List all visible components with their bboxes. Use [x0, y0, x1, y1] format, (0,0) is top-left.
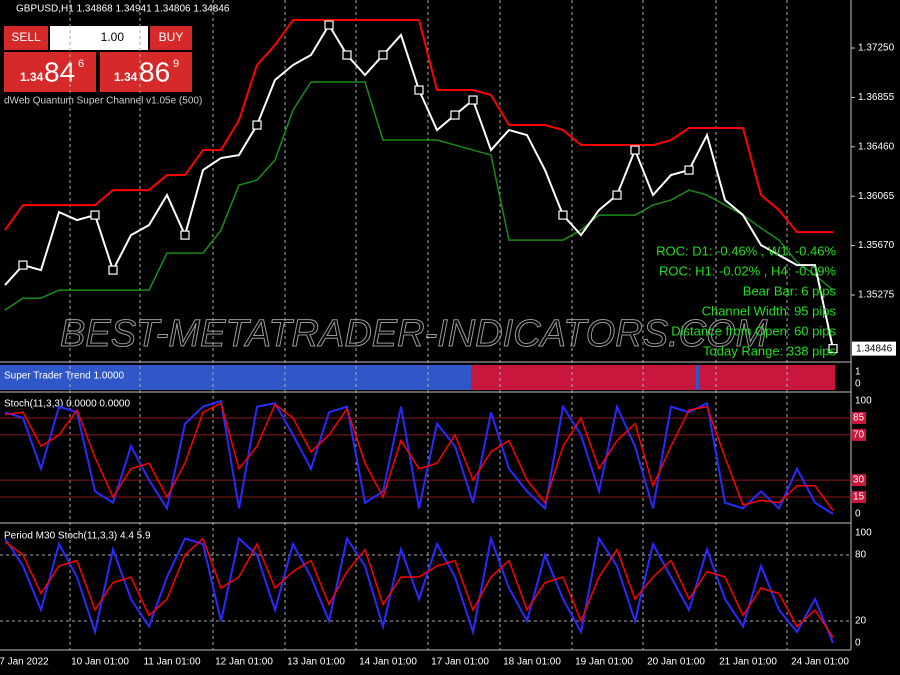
y-tick-label: 0 — [855, 509, 861, 520]
swing-marker — [414, 85, 424, 95]
y-tick-label: 80 — [855, 550, 867, 561]
trend-up — [0, 365, 471, 390]
level-label: 70 — [853, 430, 865, 441]
y-tick-label: 1.36855 — [858, 92, 895, 103]
swing-marker — [684, 165, 694, 175]
y-tick-label: 100 — [855, 528, 872, 539]
info-line: Channel Width: 95 pips — [702, 303, 837, 318]
level-label: 15 — [853, 492, 865, 503]
line — [4, 81, 834, 311]
x-tick-label: 18 Jan 01:00 — [503, 657, 561, 668]
symbol-line: GBPUSD,H1 1.34868 1.34941 1.34806 1.3484… — [16, 4, 230, 15]
price-label: 1.34846 — [856, 343, 893, 354]
level-box — [852, 474, 866, 487]
frames — [0, 0, 852, 651]
buy-label[interactable]: BUY — [159, 30, 184, 44]
ask-big: 1.34 — [114, 70, 138, 84]
swing-marker — [558, 210, 568, 220]
lot-value[interactable]: 1.00 — [101, 30, 125, 44]
swing-marker — [252, 120, 262, 130]
info-line: Bear Bar: 6 pips — [743, 283, 837, 298]
swing-marker — [378, 50, 388, 60]
y-tick-label: 100 — [855, 396, 872, 407]
sell-label[interactable]: SELL — [11, 30, 41, 44]
trend-down — [471, 365, 835, 390]
bid-small: 6 — [78, 58, 84, 70]
x-tick-label: 24 Jan 01:00 — [791, 657, 849, 668]
swing-marker — [108, 265, 118, 275]
level-label: 30 — [853, 475, 865, 486]
swing-marker — [180, 230, 190, 240]
ask-box[interactable] — [100, 52, 192, 92]
trend-up — [696, 365, 699, 390]
swing-marker — [342, 50, 352, 60]
y-tick-label: 20 — [855, 616, 867, 627]
level-label: 85 — [853, 413, 865, 424]
line — [4, 537, 834, 638]
trend-tick: 0 — [855, 379, 861, 390]
lot-input[interactable] — [50, 26, 148, 50]
level-box — [852, 491, 866, 504]
x-tick-label: 11 Jan 01:00 — [143, 657, 201, 668]
info-line: Today Range: 338 pips — [703, 343, 836, 358]
swing-marker — [612, 190, 622, 200]
x-tick-label: 12 Jan 01:00 — [215, 657, 273, 668]
x-tick-label: 7 Jan 2022 — [0, 657, 49, 668]
x-tick-label: 20 Jan 01:00 — [647, 657, 705, 668]
y-tick-label: 1.35275 — [858, 290, 895, 301]
y-tick-label: 1.35670 — [858, 240, 895, 251]
info-line: Distance from Open: 60 pips — [671, 323, 836, 338]
ask-main: 86 — [139, 56, 170, 87]
swing-marker — [90, 210, 100, 220]
info-line: ROC: D1: -0.46% , W1: -0.46% — [656, 243, 836, 258]
level-box — [852, 428, 866, 441]
level-box — [852, 411, 866, 424]
price-box — [852, 341, 896, 356]
x-tick-label: 19 Jan 01:00 — [575, 657, 633, 668]
line — [4, 19, 833, 234]
ask-small: 9 — [173, 58, 179, 70]
stoch-m30-label: Period M30 Stoch(11,3,3) 4.4 5.9 — [4, 531, 151, 542]
swing-marker — [828, 344, 838, 354]
x-tick-label: 14 Jan 01:00 — [359, 657, 417, 668]
y-tick-label: 1.36460 — [858, 141, 895, 152]
y-tick-label: 1.37250 — [858, 43, 895, 54]
swing-marker — [324, 20, 334, 30]
line — [4, 402, 834, 512]
swing-marker — [468, 95, 478, 105]
sell-button[interactable] — [4, 26, 48, 50]
watermark: BEST-METATRADER-INDICATORS.COM — [60, 313, 768, 355]
stoch-label: Stoch(11,3,3) 0.0000 0.0000 — [4, 399, 130, 410]
bid-box[interactable] — [4, 52, 96, 92]
swing-marker — [450, 110, 460, 120]
trend-label: Super Trader Trend 1.0000 — [4, 371, 125, 382]
x-tick-label: 13 Jan 01:00 — [287, 657, 345, 668]
trade-panel: SELL 1.00 BUY 1.34 84 6 1.34 86 9 — [4, 26, 192, 92]
bid-big: 1.34 — [20, 70, 44, 84]
indicator-label: dWeb Quantum Super Channel v1.05e (500) — [4, 96, 202, 107]
x-tick-label: 17 Jan 01:00 — [431, 657, 489, 668]
swing-marker — [18, 260, 28, 270]
x-tick-label: 10 Jan 01:00 — [71, 657, 129, 668]
buy-button[interactable] — [150, 26, 192, 50]
y-tick-label: 1.36065 — [858, 191, 895, 202]
x-tick-label: 21 Jan 01:00 — [719, 657, 777, 668]
swing-marker — [630, 145, 640, 155]
info-line: ROC: H1: -0.02% , H4: -0.09% — [659, 263, 836, 278]
trend-tick: 1 — [855, 367, 861, 378]
y-tick-label: 0 — [855, 638, 861, 649]
